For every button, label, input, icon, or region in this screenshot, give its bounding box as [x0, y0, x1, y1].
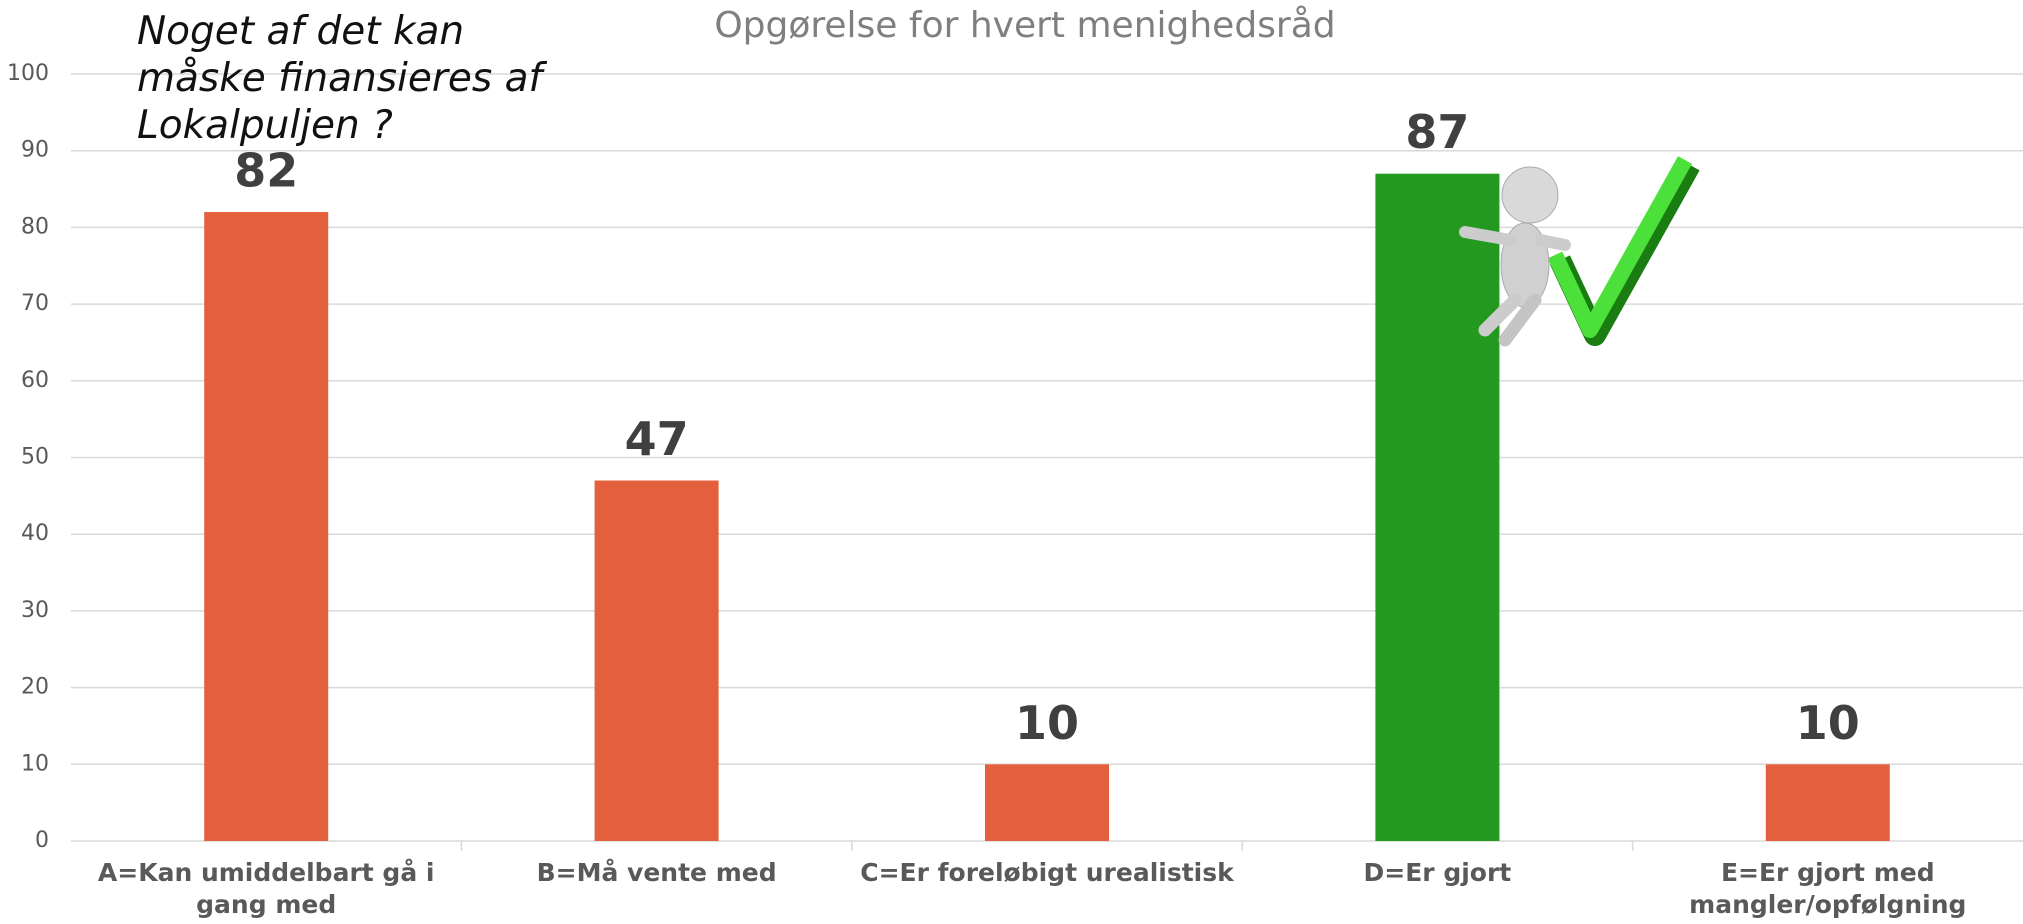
data-label: 47 — [625, 412, 689, 466]
figure-decoration — [1459, 156, 1700, 347]
chart-title: Opgørelse for hvert menighedsråd — [714, 5, 1335, 46]
y-tick-label: 30 — [21, 598, 49, 623]
data-label: 82 — [234, 144, 298, 198]
y-tick-label: 20 — [21, 675, 49, 700]
x-tick-label: D=Er gjort — [1363, 858, 1512, 887]
data-label: 10 — [1796, 696, 1860, 750]
y-tick-label: 90 — [21, 138, 49, 163]
y-tick-label: 70 — [21, 291, 49, 316]
annotation: Noget af det kan måske finansieres af Loka… — [137, 8, 542, 149]
y-tick-label: 40 — [21, 521, 49, 546]
y-tick-label: 80 — [21, 214, 49, 239]
x-tick-label: B=Må vente med — [536, 858, 777, 887]
y-tick-label: 50 — [21, 445, 49, 470]
y-tick-label: 0 — [35, 828, 49, 853]
y-tick-label: 60 — [21, 368, 49, 393]
annotation-line: måske finansieres af — [137, 56, 543, 101]
annotation-line: Lokalpuljen ? — [137, 103, 393, 148]
x-tick-label: A=Kan umiddelbart gå i gang med — [97, 858, 435, 919]
data-label: 10 — [1015, 696, 1079, 750]
bar — [204, 212, 329, 841]
bar — [985, 764, 1109, 841]
x-tick-label: E=Er gjort med mangler/opfølgning — [1689, 858, 1967, 919]
x-tick-label: C=Er foreløbigt urealistisk — [860, 858, 1234, 887]
bar — [1765, 764, 1890, 841]
data-label: 87 — [1405, 105, 1469, 159]
bar — [1375, 173, 1500, 841]
annotation-line: Noget af det kan — [137, 9, 465, 54]
y-tick-label: 100 — [7, 61, 49, 86]
bar — [594, 480, 719, 841]
y-tick-label: 10 — [21, 751, 49, 776]
